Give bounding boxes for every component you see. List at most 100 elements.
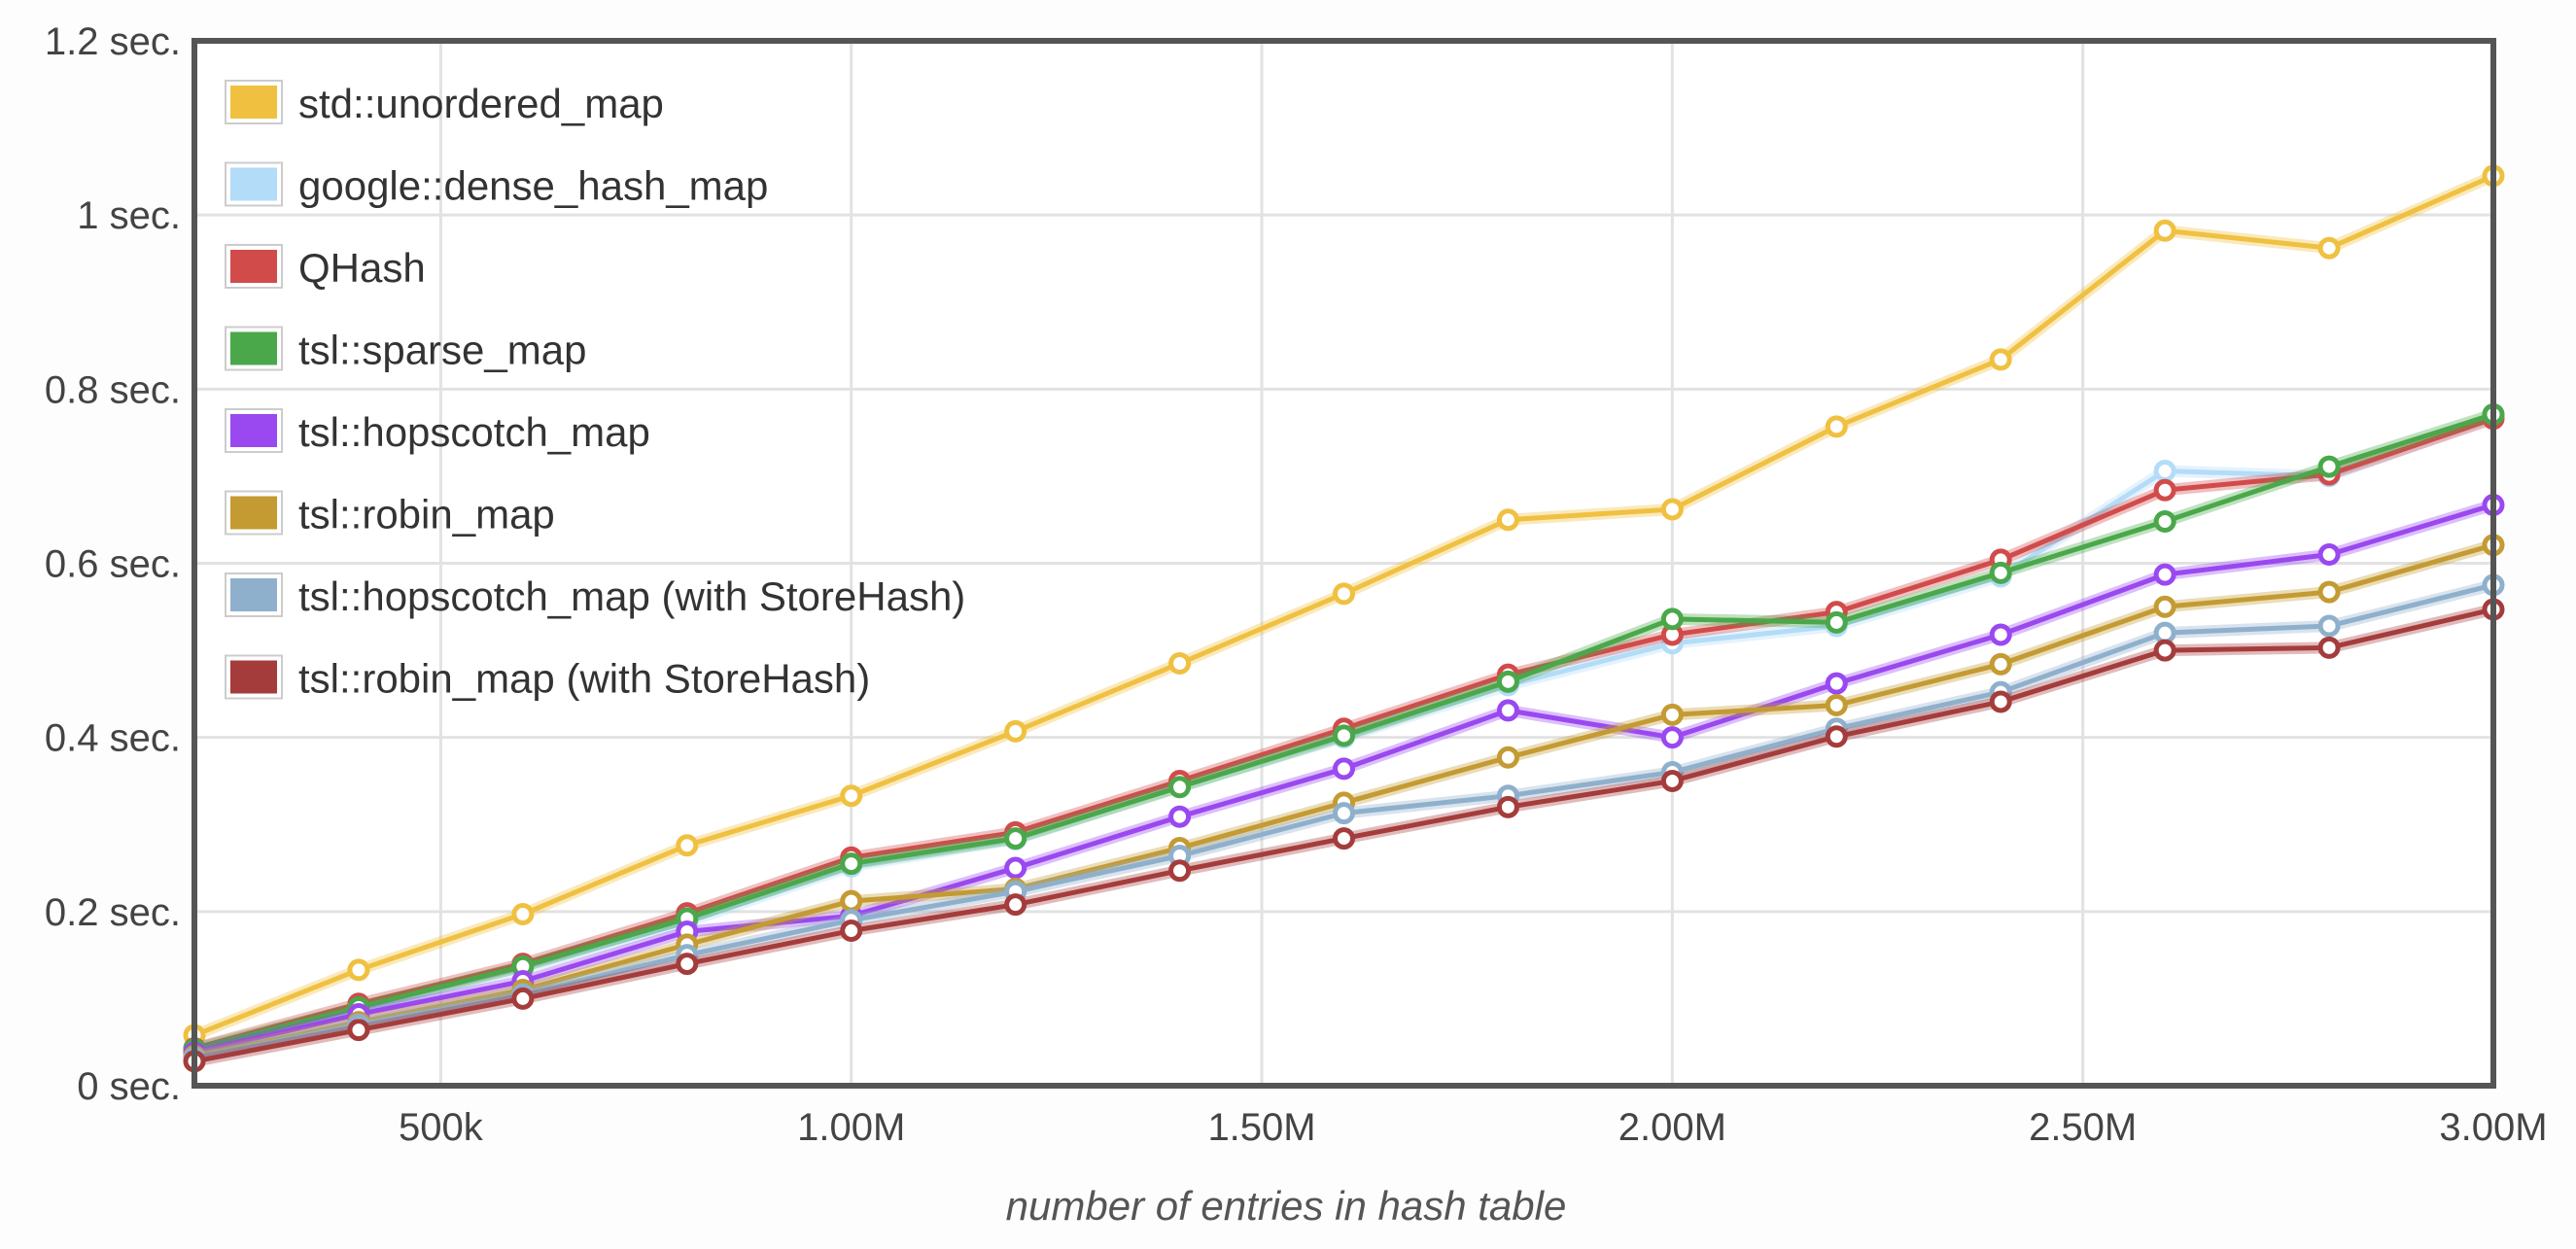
y-tick-label: 1 sec.	[77, 194, 181, 237]
data-point	[1496, 670, 1519, 693]
legend-item[interactable]: tsl::hopscotch_map (with StoreHash)	[225, 572, 965, 619]
data-point	[1333, 724, 1355, 747]
data-point	[2317, 455, 2341, 478]
data-point	[2317, 543, 2341, 567]
legend-swatch	[230, 578, 277, 611]
legend-label: tsl::hopscotch_map	[298, 409, 650, 455]
data-point	[1168, 776, 1192, 799]
data-point	[840, 919, 863, 943]
legend-swatch	[230, 167, 277, 201]
series-lines	[183, 164, 2505, 1073]
x-tick-label: 2.50M	[2029, 1106, 2137, 1149]
legend-label: std::unordered_map	[298, 81, 664, 126]
x-tick-label: 3.00M	[2439, 1106, 2547, 1149]
data-point	[511, 987, 535, 1010]
data-point	[1333, 582, 1355, 606]
data-point	[1660, 607, 1684, 631]
data-point	[2153, 460, 2176, 483]
data-point	[1496, 508, 1519, 532]
x-axis-ticks: 500k 1.00M 1.50M 2.00M 2.50M 3.00M	[399, 1106, 2548, 1149]
legend-item[interactable]: tsl::robin_map (with StoreHash)	[225, 654, 870, 702]
data-point	[676, 953, 699, 976]
data-point	[347, 958, 370, 982]
data-point	[2153, 595, 2176, 618]
data-point	[1660, 498, 1684, 521]
data-point	[1989, 652, 2012, 676]
legend-label: tsl::robin_map (with StoreHash)	[298, 656, 870, 702]
x-tick-label: 1.00M	[797, 1106, 905, 1149]
data-point	[1989, 348, 2012, 371]
y-tick-label: 0.4 sec.	[45, 717, 181, 760]
data-point	[840, 889, 863, 913]
y-tick-label: 0 sec.	[77, 1065, 181, 1108]
data-point	[1496, 699, 1519, 722]
data-point	[1825, 415, 1848, 438]
legend-item[interactable]: std::unordered_map	[225, 80, 664, 126]
x-tick-label: 500k	[399, 1106, 484, 1149]
data-point	[1333, 802, 1355, 825]
legend[interactable]: std::unordered_mapgoogle::dense_hash_map…	[225, 80, 965, 702]
data-point	[1168, 805, 1192, 828]
data-point	[347, 1019, 370, 1042]
legend-swatch	[230, 660, 277, 694]
series-3	[183, 402, 2505, 1060]
legend-swatch	[230, 496, 277, 530]
legend-item[interactable]: google::dense_hash_map	[225, 161, 768, 209]
data-point	[511, 903, 535, 926]
legend-swatch	[230, 250, 277, 283]
data-point	[1989, 561, 2012, 584]
legend-item[interactable]: tsl::robin_map	[225, 490, 555, 538]
legend-label: tsl::hopscotch_map (with StoreHash)	[298, 573, 965, 619]
legend-label: tsl::robin_map	[298, 492, 555, 538]
data-point	[2317, 614, 2341, 638]
y-tick-label: 0.8 sec.	[45, 368, 181, 411]
legend-swatch	[230, 414, 277, 447]
data-point	[2153, 639, 2176, 662]
data-point	[1989, 690, 2012, 713]
data-point	[1989, 623, 2012, 646]
legend-label: QHash	[298, 245, 426, 291]
y-axis-ticks: 0 sec. 0.2 sec. 0.4 sec. 0.6 sec. 0.8 sec. 1 …	[45, 20, 181, 1108]
legend-label: google::dense_hash_map	[298, 163, 768, 209]
data-point	[1333, 757, 1355, 781]
legend-item[interactable]: QHash	[225, 244, 426, 291]
x-tick-label: 2.00M	[1619, 1106, 1726, 1149]
data-point	[1660, 703, 1684, 726]
legend-item[interactable]: tsl::hopscotch_map	[225, 408, 650, 455]
data-point	[1660, 769, 1684, 792]
y-tick-label: 0.2 sec.	[45, 891, 181, 934]
data-point	[2153, 219, 2176, 242]
x-tick-label: 1.50M	[1207, 1106, 1315, 1149]
data-point	[1825, 610, 1848, 634]
data-point	[1004, 827, 1027, 850]
data-point	[1168, 652, 1192, 676]
data-point	[2317, 236, 2341, 260]
legend-label: tsl::sparse_map	[298, 328, 586, 373]
data-point	[840, 784, 863, 808]
data-point	[1660, 726, 1684, 749]
data-point	[1168, 859, 1192, 883]
data-point	[1004, 893, 1027, 917]
data-point	[1004, 856, 1027, 880]
legend-item[interactable]: tsl::sparse_map	[225, 326, 586, 373]
plot-border	[191, 38, 2496, 1089]
y-tick-label: 1.2 sec.	[45, 20, 181, 63]
data-point	[1496, 746, 1519, 769]
data-point	[2153, 478, 2176, 502]
series-7	[183, 598, 2505, 1073]
data-point	[1825, 694, 1848, 717]
legend-swatch	[230, 331, 277, 365]
data-point	[1333, 827, 1355, 850]
data-point	[2153, 621, 2176, 644]
data-point	[1004, 719, 1027, 743]
data-point	[1825, 672, 1848, 695]
data-point	[840, 852, 863, 876]
data-point	[676, 834, 699, 857]
data-point	[2317, 580, 2341, 604]
data-point	[2317, 636, 2341, 659]
data-point	[1825, 725, 1848, 748]
y-tick-label: 0.6 sec.	[45, 543, 181, 586]
data-point	[1496, 795, 1519, 818]
